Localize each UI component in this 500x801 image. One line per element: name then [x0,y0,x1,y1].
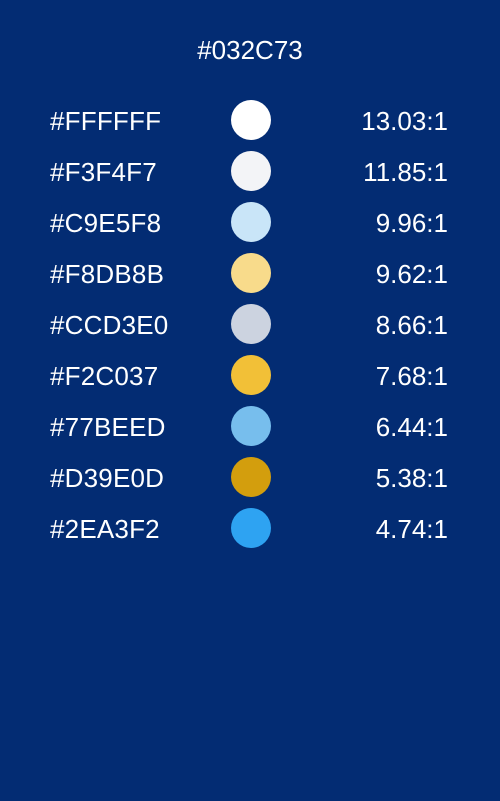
contrast-ratio: 11.85:1 [363,157,448,187]
contrast-ratio: 8.66:1 [375,310,448,340]
color-swatch [231,202,271,242]
contrast-ratio: 5.38:1 [375,463,448,493]
color-hex-label: #F8DB8B [50,259,165,289]
color-hex-label: #CCD3E0 [50,310,169,340]
color-swatch [231,355,271,395]
color-row: #FFFFFF 13.03:1 [0,95,500,146]
color-row: #F8DB8B 9.62:1 [0,248,500,299]
color-row: #F2C037 7.68:1 [0,350,500,401]
color-hex-label: #F2C037 [50,361,159,391]
color-swatch [231,508,271,548]
color-hex-label: #77BEED [50,412,166,442]
color-row: #2EA3F2 4.74:1 [0,503,500,554]
color-swatch [231,304,271,344]
color-hex-label: #2EA3F2 [50,514,160,544]
color-row: #C9E5F8 9.96:1 [0,197,500,248]
color-hex-label: #D39E0D [50,463,165,493]
color-list: #FFFFFF 13.03:1 #F3F4F7 11.85:1 #C9E5F8 … [0,95,500,554]
color-hex-label: #FFFFFF [50,106,162,136]
contrast-ratio: 9.96:1 [375,208,448,238]
color-row: #F3F4F7 11.85:1 [0,146,500,197]
contrast-ratio: 13.03:1 [361,106,448,136]
color-row: #CCD3E0 8.66:1 [0,299,500,350]
contrast-ratio: 9.62:1 [375,259,448,289]
color-hex-label: #F3F4F7 [50,157,157,187]
color-hex-label: #C9E5F8 [50,208,162,238]
contrast-ratio: 7.68:1 [375,361,448,391]
color-swatch [231,406,271,446]
color-swatch [231,253,271,293]
contrast-ratio: 6.44:1 [375,412,448,442]
color-swatch [231,151,271,191]
color-swatch [231,457,271,497]
color-row: #77BEED 6.44:1 [0,401,500,452]
background-color-title: #032C73 [197,35,303,65]
contrast-ratio: 4.74:1 [375,514,448,544]
color-swatch [231,100,271,140]
color-row: #D39E0D 5.38:1 [0,452,500,503]
